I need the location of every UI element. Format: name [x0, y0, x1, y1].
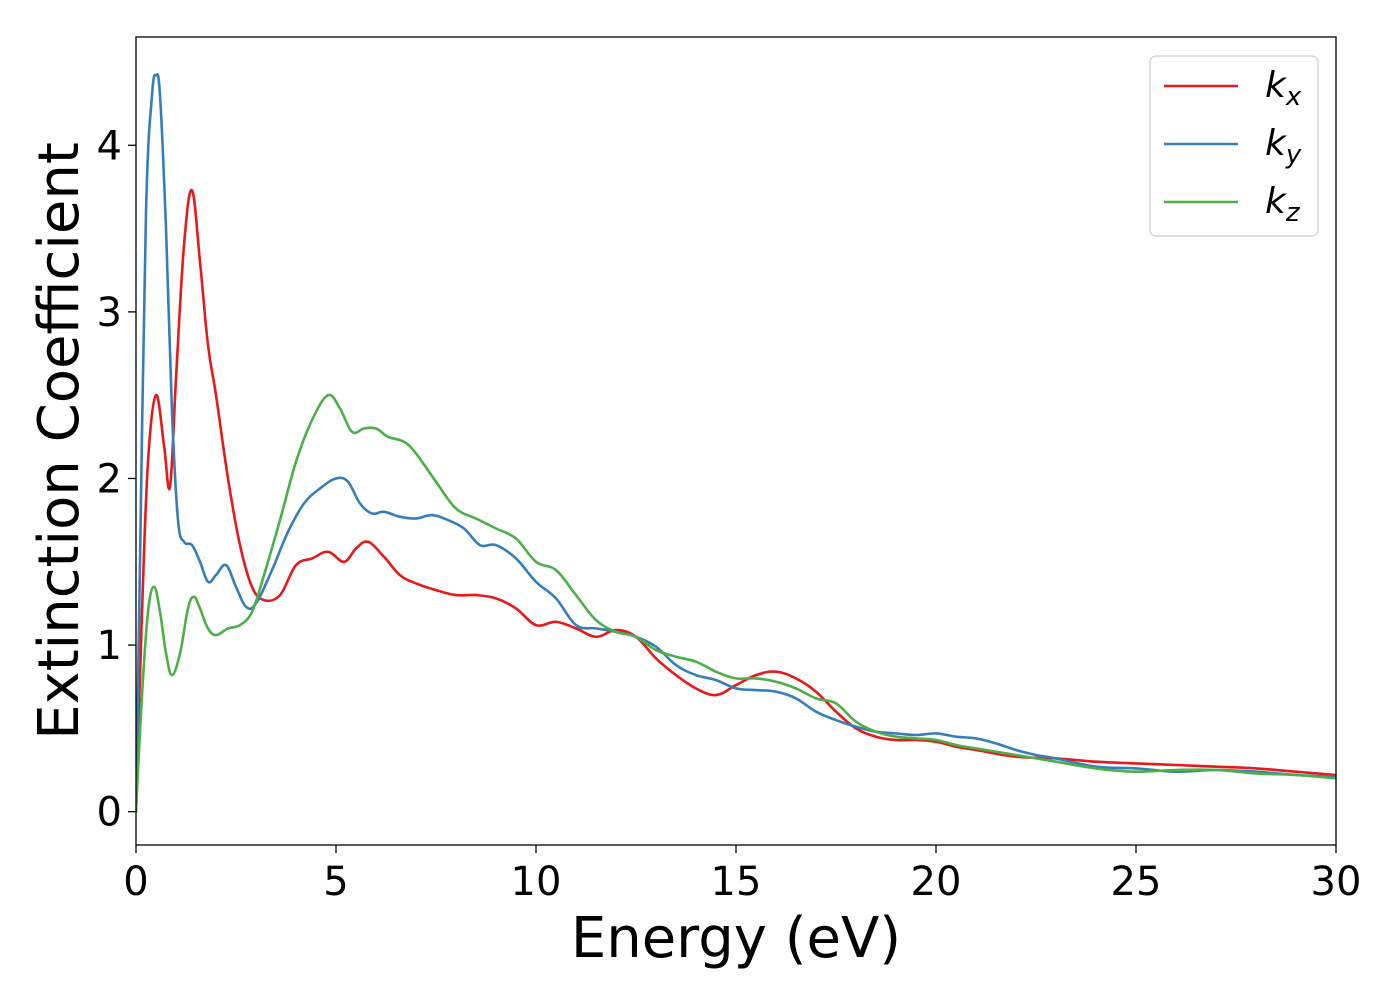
- series-layer: [136, 73, 1336, 813]
- y-tick-label: 1: [97, 623, 122, 669]
- y-tick-label: 2: [97, 456, 122, 502]
- legend-label-kx: kx: [1265, 65, 1302, 112]
- x-axis: 0 5 10 15 20 25 30: [123, 845, 1361, 905]
- x-tick-label: 15: [711, 859, 762, 905]
- legend-label-kz: kz: [1265, 181, 1301, 228]
- x-tick-label: 10: [511, 859, 562, 905]
- x-tick-label: 5: [323, 859, 348, 905]
- x-tick-label: 25: [1111, 859, 1162, 905]
- y-axis: 0 1 2 3 4: [97, 123, 136, 836]
- series-line-ky: [136, 73, 1336, 813]
- y-tick-label: 4: [97, 123, 122, 169]
- y-tick-label: 3: [97, 290, 122, 336]
- x-tick-label: 0: [123, 859, 148, 905]
- legend-box: [1149, 55, 1319, 237]
- series-line-kz: [136, 393, 1336, 813]
- x-axis-title: Energy (eV): [571, 906, 901, 971]
- series-line-kx: [136, 188, 1336, 813]
- x-tick-label: 20: [911, 859, 962, 905]
- x-tick-label: 30: [1311, 859, 1362, 905]
- legend-label-ky: ky: [1265, 123, 1302, 170]
- legend: kx ky kz: [1149, 55, 1319, 237]
- y-axis-title: Extinction Coefficient: [27, 142, 92, 740]
- y-tick-label: 0: [97, 790, 122, 836]
